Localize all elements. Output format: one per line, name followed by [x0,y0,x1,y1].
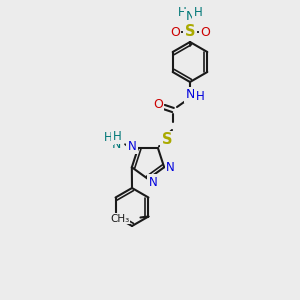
Text: N: N [128,140,136,153]
Text: S: S [185,25,195,40]
Text: N: N [148,176,158,188]
Text: N: N [185,11,195,23]
Text: H: H [103,131,112,144]
Text: O: O [200,26,210,38]
Text: H: H [196,89,204,103]
Text: H: H [112,130,122,143]
Text: H: H [194,5,202,19]
Text: N: N [111,138,121,151]
Text: CH₃: CH₃ [110,214,130,224]
Text: O: O [170,26,180,38]
Text: N: N [166,161,175,174]
Text: S: S [162,133,172,148]
Text: N: N [185,88,195,101]
Text: O: O [153,98,163,110]
Text: H: H [178,5,186,19]
